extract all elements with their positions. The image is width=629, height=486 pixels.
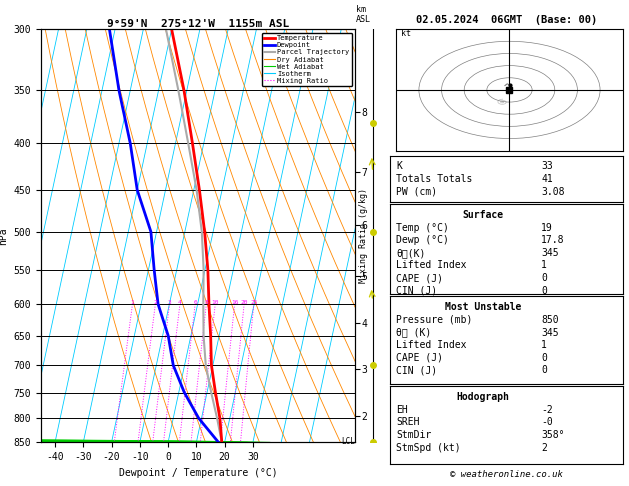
Text: 41: 41 [541, 174, 553, 184]
Text: CIN (J): CIN (J) [396, 365, 437, 376]
Text: θᴇ (K): θᴇ (K) [396, 328, 431, 338]
Text: 850: 850 [541, 315, 559, 325]
Text: 6: 6 [193, 300, 197, 305]
Legend: Temperature, Dewpoint, Parcel Trajectory, Dry Adiabat, Wet Adiabat, Isotherm, Mi: Temperature, Dewpoint, Parcel Trajectory… [262, 33, 352, 87]
Text: SREH: SREH [396, 417, 420, 428]
Text: Hodograph: Hodograph [457, 392, 509, 402]
Text: EH: EH [396, 405, 408, 415]
Text: 3.08: 3.08 [541, 187, 565, 197]
Text: LCL: LCL [342, 437, 355, 446]
Text: Pressure (mb): Pressure (mb) [396, 315, 472, 325]
Text: 358°: 358° [541, 430, 565, 440]
Text: 4: 4 [178, 300, 182, 305]
Text: 02.05.2024  06GMT  (Base: 00): 02.05.2024 06GMT (Base: 00) [416, 15, 597, 25]
Text: 345: 345 [541, 248, 559, 258]
Text: 2: 2 [541, 443, 547, 453]
Text: kt: kt [401, 30, 411, 38]
Text: 25: 25 [250, 300, 258, 305]
Text: -0: -0 [541, 417, 553, 428]
Text: Surface: Surface [462, 210, 504, 220]
Text: θᴇ(K): θᴇ(K) [396, 248, 426, 258]
Text: 1: 1 [541, 260, 547, 271]
Y-axis label: hPa: hPa [0, 227, 8, 244]
Text: 17.8: 17.8 [541, 235, 565, 245]
Text: 1: 1 [131, 300, 135, 305]
Text: © weatheronline.co.uk: © weatheronline.co.uk [450, 469, 563, 479]
Text: -2: -2 [541, 405, 553, 415]
Text: 0: 0 [541, 365, 547, 376]
Text: 9°59'N  275°12'W  1155m ASL: 9°59'N 275°12'W 1155m ASL [107, 19, 289, 30]
Text: PW (cm): PW (cm) [396, 187, 437, 197]
Text: StmDir: StmDir [396, 430, 431, 440]
Text: 345: 345 [541, 328, 559, 338]
Text: 0: 0 [541, 286, 547, 296]
Text: Dewp (°C): Dewp (°C) [396, 235, 449, 245]
Text: 10: 10 [211, 300, 219, 305]
Text: 0: 0 [541, 353, 547, 363]
Text: 19: 19 [541, 223, 553, 233]
Text: 16: 16 [231, 300, 238, 305]
Text: 8: 8 [204, 300, 208, 305]
Text: Lifted Index: Lifted Index [396, 260, 467, 271]
Text: Most Unstable: Most Unstable [445, 302, 521, 312]
Text: K: K [396, 161, 402, 172]
Text: km
ASL: km ASL [356, 5, 371, 24]
X-axis label: Dewpoint / Temperature (°C): Dewpoint / Temperature (°C) [119, 468, 277, 478]
Text: 0: 0 [541, 273, 547, 283]
Text: 1: 1 [541, 340, 547, 350]
Text: 33: 33 [541, 161, 553, 172]
Text: Totals Totals: Totals Totals [396, 174, 472, 184]
Text: CAPE (J): CAPE (J) [396, 273, 443, 283]
Text: 3: 3 [168, 300, 172, 305]
Text: 2: 2 [153, 300, 157, 305]
Text: Temp (°C): Temp (°C) [396, 223, 449, 233]
Text: Lifted Index: Lifted Index [396, 340, 467, 350]
Text: CAPE (J): CAPE (J) [396, 353, 443, 363]
Text: StmSpd (kt): StmSpd (kt) [396, 443, 461, 453]
Text: CIN (J): CIN (J) [396, 286, 437, 296]
Text: Mixing Ratio (g/kg): Mixing Ratio (g/kg) [359, 188, 368, 283]
Text: 20: 20 [240, 300, 248, 305]
